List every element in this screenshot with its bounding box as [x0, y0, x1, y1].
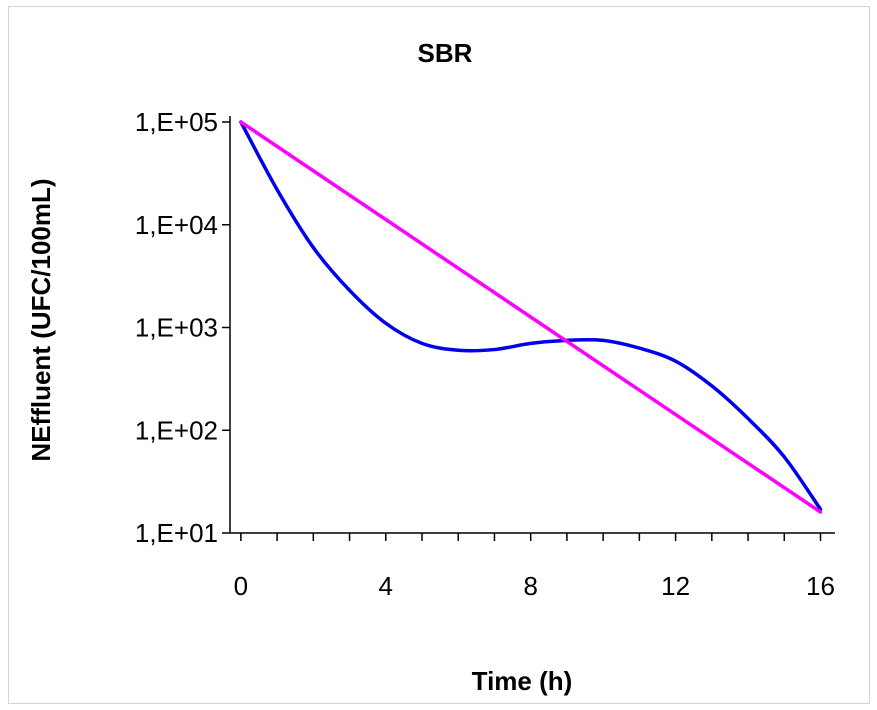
y-tick-label: 1,E+02: [135, 415, 218, 445]
series-group: [239, 120, 823, 514]
y-tick-label: 1,E+05: [135, 107, 218, 137]
plot-area: 1,E+01 1,E+02 1,E+03 1,E+04 1,E+05 0 4 8 12 16: [135, 107, 835, 601]
x-tick-label: 0: [234, 571, 248, 601]
series-line-2: [239, 120, 823, 514]
x-axis-ticks: 0 4 8 12 16: [234, 533, 835, 601]
x-tick-label: 12: [661, 571, 690, 601]
x-tick-label: 16: [806, 571, 835, 601]
y-tick-label: 1,E+04: [135, 210, 218, 240]
y-axis-ticks: 1,E+01 1,E+02 1,E+03 1,E+04 1,E+05: [135, 107, 230, 548]
y-tick-label: 1,E+03: [135, 313, 218, 343]
y-axis-label: NEffluent (UFC/100mL): [26, 178, 56, 461]
series-line-1: [239, 120, 823, 512]
y-tick-label: 1,E+01: [135, 518, 218, 548]
chart-title: SBR: [418, 38, 473, 68]
x-tick-label: 4: [379, 571, 393, 601]
x-tick-label: 8: [523, 571, 537, 601]
x-axis-label: Time (h): [472, 666, 573, 696]
chart-frame: [8, 6, 870, 704]
